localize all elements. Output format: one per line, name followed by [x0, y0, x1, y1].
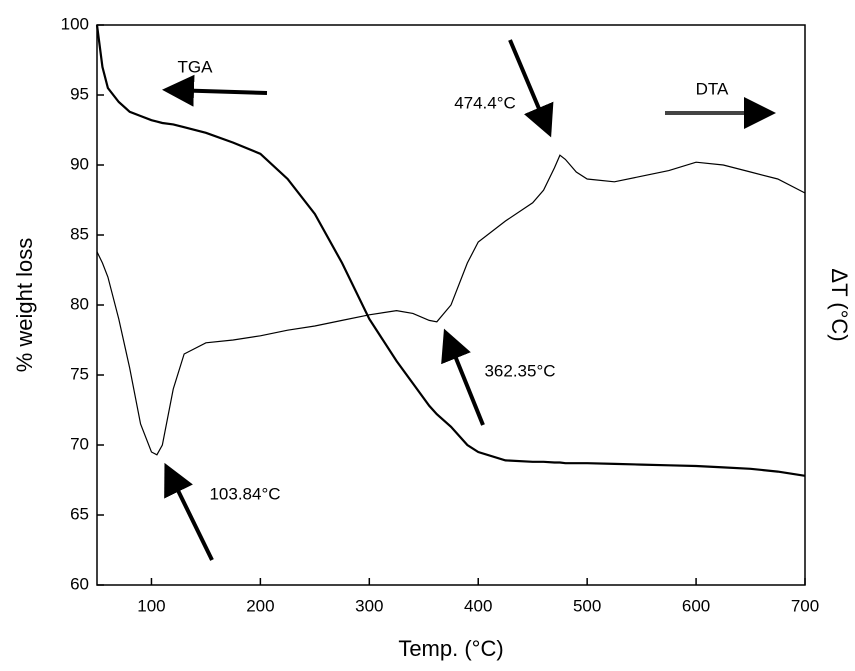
annotation: TGA: [178, 57, 214, 76]
annotation: 362.35°C: [484, 361, 555, 380]
y-tick-label: 90: [70, 154, 89, 173]
y-tick-label: 85: [70, 224, 89, 243]
y-tick-label: 95: [70, 84, 89, 103]
y-tick-label: 65: [70, 504, 89, 523]
annotation: DTA: [696, 79, 729, 98]
arrow: [162, 74, 268, 107]
y-tick-label: 100: [61, 14, 89, 33]
y-tick-label: 70: [70, 434, 89, 453]
arrow: [441, 328, 485, 426]
annotation-arrows: [162, 39, 776, 561]
data-line: [95, 24, 806, 477]
x-axis-label: Temp. (°C): [398, 636, 503, 661]
annotation: 474.4°C: [454, 93, 516, 112]
annotation: 103.84°C: [209, 484, 280, 503]
x-tick-label: 100: [137, 596, 165, 615]
y-tick-label: 75: [70, 364, 89, 383]
x-tick-label: 400: [464, 596, 492, 615]
x-tick-label: 600: [682, 596, 710, 615]
y-axis-label: % weight loss: [12, 238, 37, 373]
y2-axis-label: ΔT (°C): [827, 268, 852, 341]
x-tick-label: 300: [355, 596, 383, 615]
arrow: [164, 462, 214, 561]
x-tick-label: 200: [246, 596, 274, 615]
x-tick-label: 700: [791, 596, 819, 615]
data-line: [96, 154, 806, 456]
arrow: [508, 39, 554, 138]
y-tick-label: 60: [70, 574, 89, 593]
x-tick-label: 500: [573, 596, 601, 615]
y-tick-label: 80: [70, 294, 89, 313]
